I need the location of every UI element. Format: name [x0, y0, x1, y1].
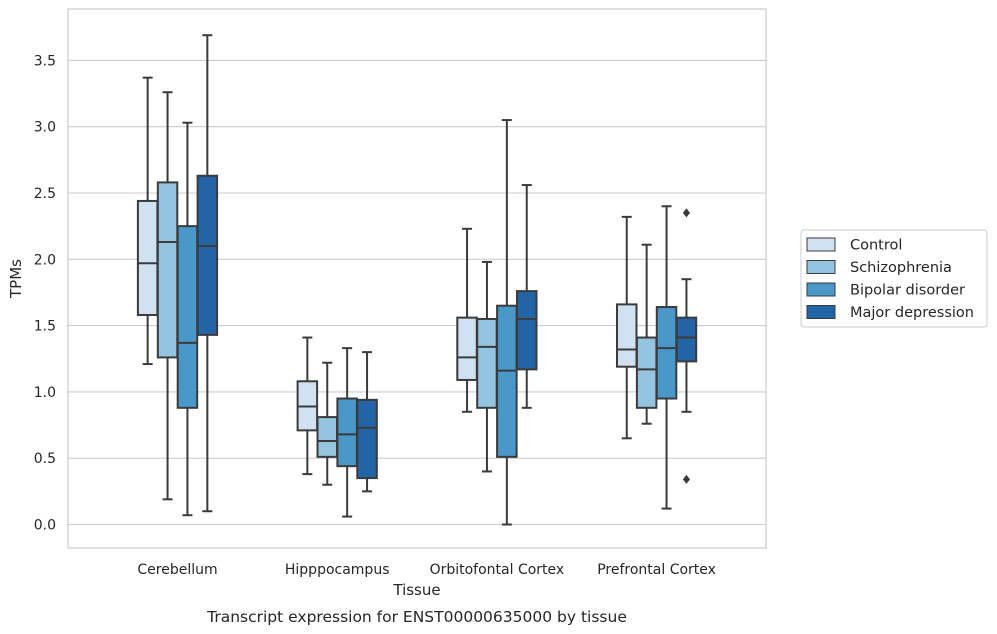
box-iqr — [675, 316, 698, 363]
legend-label: Schizophrenia — [850, 260, 952, 276]
series-group — [156, 91, 658, 501]
box-element — [336, 347, 358, 518]
box-iqr — [156, 181, 179, 359]
box-element — [316, 361, 338, 486]
box-iqr — [336, 397, 358, 468]
box-iqr — [476, 317, 498, 409]
series-group — [176, 119, 678, 526]
plot-frame — [67, 8, 767, 549]
chart-caption: Transcript expression for ENST0000063500… — [206, 608, 627, 626]
legend-label: Bipolar disorder — [850, 283, 965, 299]
box-iqr — [196, 174, 219, 336]
legend-swatch — [806, 237, 836, 252]
box-iqr — [616, 303, 638, 368]
x-tick-label: Orbitofontal Cortex — [430, 562, 565, 578]
box-element — [496, 119, 518, 526]
legend-swatch — [806, 305, 836, 319]
box-element — [655, 205, 678, 510]
y-tick-label: 2.5 — [34, 186, 56, 202]
y-tick-label: 2.0 — [34, 252, 56, 268]
box-element — [516, 184, 538, 409]
box-element — [456, 227, 478, 413]
box-iqr — [635, 336, 658, 409]
box-element — [196, 34, 219, 513]
y-tick-labels: 0.0 0.5 1.0 1.5 2.0 2.5 3.0 3.5 — [34, 53, 56, 533]
legend-swatch — [806, 260, 836, 274]
y-tick-label: 1.0 — [34, 385, 56, 401]
box-element — [156, 91, 179, 501]
box-iqr — [516, 290, 538, 371]
y-axis-label: TPMs — [7, 259, 25, 299]
box-element — [296, 336, 319, 476]
x-tick-label: Prefrontal Cortex — [597, 562, 716, 578]
x-tick-label: Cerebellum — [137, 562, 217, 578]
box-iqr — [655, 306, 678, 400]
box-iqr — [176, 225, 199, 409]
box-iqr — [496, 304, 518, 458]
box-iqr — [356, 398, 378, 480]
y-tick-label: 3.0 — [34, 120, 56, 136]
box-element — [136, 76, 159, 366]
box-groups — [136, 34, 698, 526]
legend-label: Control — [850, 238, 902, 254]
legend-swatch — [806, 282, 836, 297]
legend: Control Schizophrenia Bipolar disorder Majo… — [800, 229, 988, 328]
box-element — [476, 260, 498, 473]
series-group — [136, 76, 638, 476]
y-tick-label: 0.5 — [34, 451, 56, 467]
box-iqr — [316, 416, 338, 458]
outlier-point — [682, 208, 691, 218]
outlier-point — [682, 474, 691, 484]
box-element — [616, 215, 638, 440]
box-element — [176, 121, 199, 517]
legend-label: Major depression — [850, 305, 974, 321]
y-tick-label: 0.0 — [34, 518, 56, 534]
series-group — [196, 34, 698, 513]
x-tick-labels: Cerebellum Hipppocampus Orbitofontal Corte… — [137, 562, 716, 578]
x-axis-label: Tissue — [392, 581, 440, 599]
y-tick-label: 1.5 — [34, 319, 56, 335]
box-element — [356, 351, 378, 493]
box-element — [675, 208, 698, 484]
x-tick-label: Hipppocampus — [285, 562, 390, 578]
box-iqr — [136, 199, 159, 316]
legend-frame — [800, 229, 988, 328]
box-element — [635, 243, 658, 425]
box-iqr — [456, 316, 478, 381]
y-tick-label: 3.5 — [34, 53, 56, 69]
